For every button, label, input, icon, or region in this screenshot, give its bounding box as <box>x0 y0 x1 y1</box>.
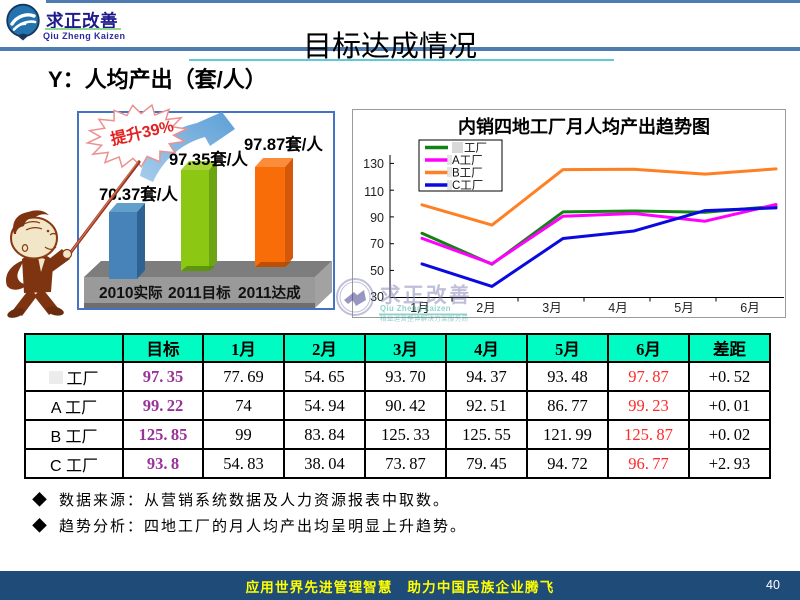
svg-text:B工厂: B工厂 <box>452 168 483 180</box>
svg-text:5月: 5月 <box>674 301 693 315</box>
svg-text:2011达成: 2011达成 <box>238 284 301 302</box>
svg-text:Qiu Zheng kaizen: Qiu Zheng kaizen <box>380 304 451 313</box>
svg-text:97.87套/人: 97.87套/人 <box>244 134 323 154</box>
svg-text:精益运营整体解决方案服务商: 精益运营整体解决方案服务商 <box>380 314 469 323</box>
svg-text:90: 90 <box>370 211 384 225</box>
svg-text:2月: 2月 <box>476 301 495 315</box>
svg-text:1月: 1月 <box>410 301 429 315</box>
svg-text:50: 50 <box>370 264 384 278</box>
svg-text:6月: 6月 <box>740 301 759 315</box>
svg-text:2010实际: 2010实际 <box>99 284 163 302</box>
svg-text:130: 130 <box>363 157 384 171</box>
svg-text:C工厂: C工厂 <box>452 180 483 192</box>
svg-text:70: 70 <box>370 237 384 251</box>
svg-text:求正改善: 求正改善 <box>380 283 472 307</box>
svg-text:97.35套/人: 97.35套/人 <box>169 149 248 169</box>
svg-text:A工厂: A工厂 <box>452 155 483 167</box>
svg-text:2011目标: 2011目标 <box>168 284 231 302</box>
svg-text:3月: 3月 <box>542 301 561 315</box>
svg-text:110: 110 <box>364 185 384 199</box>
svg-text:工厂: 工厂 <box>464 143 487 155</box>
svg-text:4月: 4月 <box>608 301 627 315</box>
